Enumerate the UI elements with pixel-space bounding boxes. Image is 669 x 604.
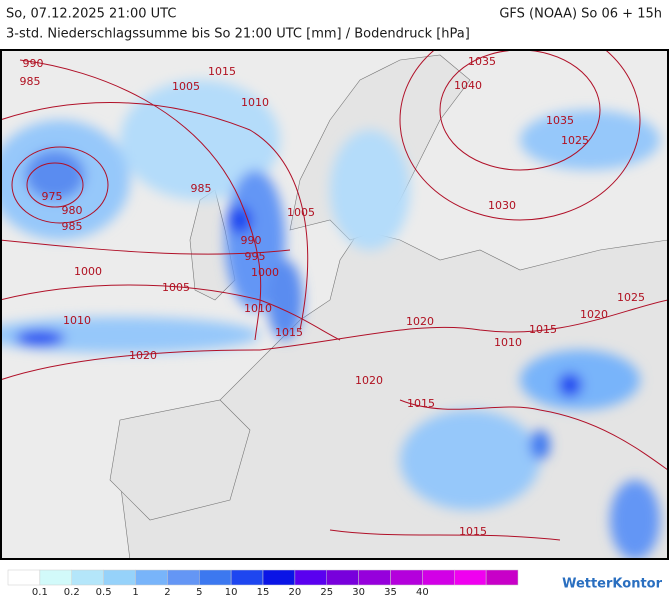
- isobar-label: 985: [20, 75, 41, 88]
- legend-swatch: [230, 569, 264, 586]
- isobar-label: 1015: [407, 397, 435, 410]
- legend-label: 2: [164, 587, 170, 598]
- iberia: [109, 399, 251, 521]
- isobar-label: 1030: [488, 199, 516, 212]
- isobar: [1, 239, 291, 255]
- isobar: [1, 299, 668, 381]
- isobar-label: 1005: [287, 206, 315, 219]
- map: [1, 50, 668, 559]
- isobars: [1, 50, 668, 541]
- legend-swatch: [390, 569, 423, 586]
- legend-label: 1: [132, 587, 138, 598]
- isobar: [439, 50, 601, 171]
- isobar-label: 1015: [529, 323, 557, 336]
- isobar-label: 1025: [561, 134, 589, 147]
- isobar-label: 1015: [208, 65, 236, 78]
- legend-swatch: [326, 569, 359, 586]
- isobar-label: 1010: [244, 302, 272, 315]
- legend-label: 0.2: [64, 587, 80, 598]
- legend-swatch: [262, 569, 296, 586]
- legend-swatch: [485, 569, 519, 586]
- isobar-label: 1015: [459, 525, 487, 538]
- header-date: So, 07.12.2025 21:00 UTC: [6, 7, 176, 22]
- legend-swatch: [7, 569, 41, 586]
- legend-swatch: [39, 569, 72, 586]
- legend-label: 20: [289, 587, 302, 598]
- isobar-label: 1035: [468, 55, 496, 68]
- isobar-label: 975: [42, 190, 63, 203]
- logo: WetterKontor: [562, 577, 663, 592]
- isobar-label: 990: [23, 57, 44, 70]
- isobar-label: 1040: [454, 79, 482, 92]
- header-subtitle: 3-std. Niederschlagssumme bis So 21:00 U…: [6, 27, 470, 42]
- legend-label: 35: [384, 587, 397, 598]
- isobar-label: 1035: [546, 114, 574, 127]
- map-frame: [0, 49, 669, 560]
- legend-swatch: [103, 569, 136, 586]
- isobar-label: 1010: [241, 96, 269, 109]
- header-model: GFS (NOAA) So 06 + 15h: [499, 7, 662, 22]
- isobar-label: 990: [241, 234, 262, 247]
- legend-label: 15: [257, 587, 270, 598]
- legend-swatch: [422, 569, 455, 586]
- isobar-label: 1020: [355, 374, 383, 387]
- isobar-label: 1020: [580, 308, 608, 321]
- legend-swatch: [454, 569, 487, 586]
- isobar-label: 985: [191, 182, 212, 195]
- isobar-label: 1010: [494, 336, 522, 349]
- isobar-label: 980: [62, 204, 83, 217]
- isobar: [1, 284, 341, 341]
- legend-label: 40: [416, 587, 429, 598]
- legend-label: 30: [352, 587, 365, 598]
- legend-swatch: [294, 569, 327, 586]
- legend-swatch: [71, 569, 104, 586]
- isobar: [399, 399, 668, 471]
- isobar-label: 985: [62, 220, 83, 233]
- legend-swatch: [135, 569, 168, 586]
- legend-label: 0.1: [32, 587, 48, 598]
- legend-label: 10: [225, 587, 238, 598]
- isobar: [1, 102, 309, 331]
- isobar-label: 995: [245, 250, 266, 263]
- isobar-label: 1000: [251, 266, 279, 279]
- precipitation: [1, 80, 660, 559]
- isobar-label: 1020: [129, 349, 157, 362]
- isobar-label: 1005: [162, 281, 190, 294]
- isobar: [19, 59, 262, 341]
- legend-label: 25: [320, 587, 333, 598]
- isobar-label: 1015: [275, 326, 303, 339]
- isobar: [11, 146, 109, 224]
- legend-swatch: [199, 569, 232, 586]
- isobar-label: 1000: [74, 265, 102, 278]
- legend-label: 0.5: [96, 587, 112, 598]
- isobar-label: 1020: [406, 315, 434, 328]
- isobar: [399, 50, 641, 221]
- legend-swatch: [167, 569, 200, 586]
- isobar: [26, 162, 84, 208]
- isobar-label: 1010: [63, 314, 91, 327]
- isobar: [329, 529, 561, 541]
- legend-swatch: [358, 569, 391, 586]
- isobar-label: 1025: [617, 291, 645, 304]
- legend-label: 5: [196, 587, 202, 598]
- isobar-label: 1005: [172, 80, 200, 93]
